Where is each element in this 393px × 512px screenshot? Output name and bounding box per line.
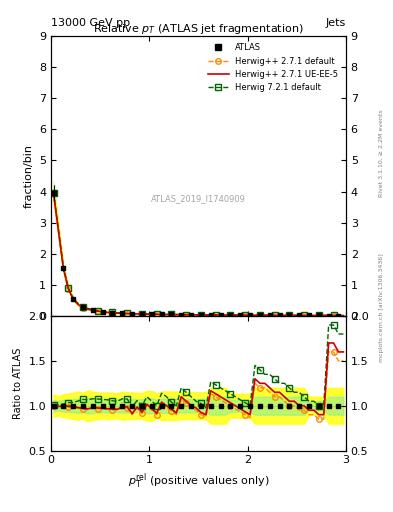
Text: Rivet 3.1.10, ≥ 2.2M events: Rivet 3.1.10, ≥ 2.2M events (379, 110, 384, 198)
Text: ATLAS_2019_I1740909: ATLAS_2019_I1740909 (151, 194, 246, 203)
Y-axis label: Ratio to ATLAS: Ratio to ATLAS (13, 348, 23, 419)
Text: Jets: Jets (325, 18, 346, 28)
Y-axis label: fraction/bin: fraction/bin (24, 144, 33, 208)
Text: 13000 GeV pp: 13000 GeV pp (51, 18, 130, 28)
Title: Relative $p_T$ (ATLAS jet fragmentation): Relative $p_T$ (ATLAS jet fragmentation) (93, 22, 304, 36)
Text: mcplots.cern.ch [arXiv:1306.3436]: mcplots.cern.ch [arXiv:1306.3436] (379, 253, 384, 361)
Legend: ATLAS, Herwig++ 2.7.1 default, Herwig++ 2.7.1 UE-EE-5, Herwig 7.2.1 default: ATLAS, Herwig++ 2.7.1 default, Herwig++ … (204, 40, 342, 95)
X-axis label: $p_{\mathrm{T}}^{\mathrm{rel}}$ (positive values only): $p_{\mathrm{T}}^{\mathrm{rel}}$ (positiv… (128, 471, 269, 490)
